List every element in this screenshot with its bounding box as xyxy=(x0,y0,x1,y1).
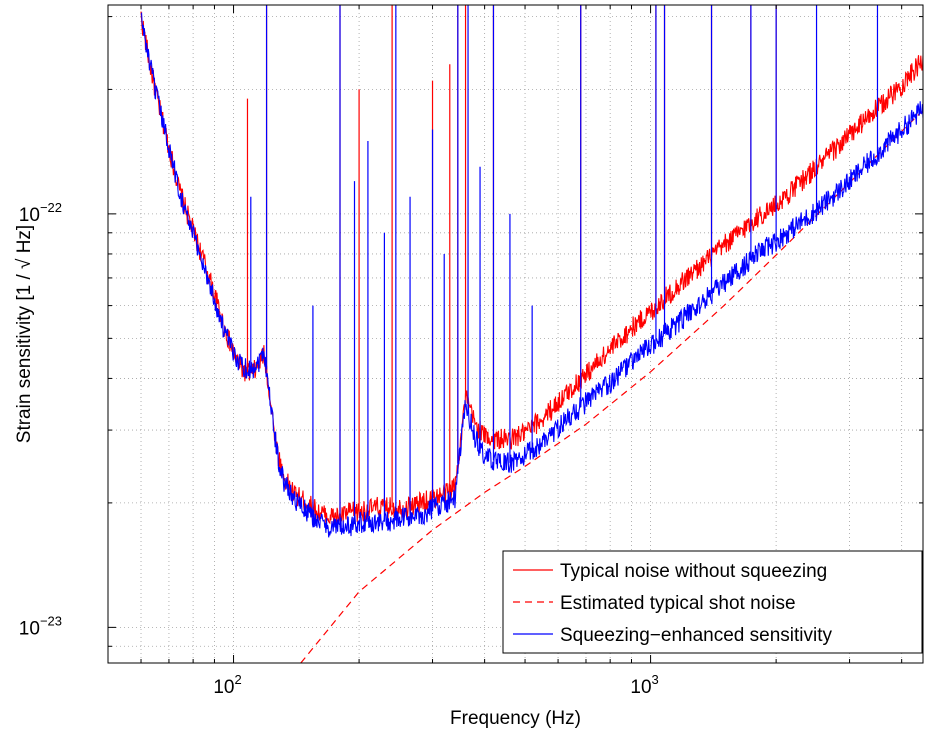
x-tick-labels: 102 103 xyxy=(213,672,658,698)
legend-entry-1: Estimated typical shot noise xyxy=(560,593,796,614)
y-tick-label: 10−23 xyxy=(19,613,62,639)
legend-entry-2: Squeezing−enhanced sensitivity xyxy=(560,625,832,646)
x-axis-label: Frequency (Hz) xyxy=(450,708,581,729)
legend-entry-0: Typical noise without squeezing xyxy=(560,561,827,582)
series-line-2 xyxy=(140,11,923,538)
y-tick-label: 10−22 xyxy=(19,200,62,226)
x-tick-label: 102 xyxy=(213,672,241,698)
series-line-1 xyxy=(300,109,923,663)
y-axis-label: Strain sensitivity [1 / √ Hz] xyxy=(14,225,35,443)
legend-box xyxy=(502,550,923,654)
x-tick-label: 103 xyxy=(630,672,658,698)
plot-frame xyxy=(107,4,924,664)
plot-lines xyxy=(140,5,923,663)
y-tick-labels: 10−23 10−22 xyxy=(19,200,62,639)
legend: Typical noise without squeezing Estimated… xyxy=(502,550,923,654)
